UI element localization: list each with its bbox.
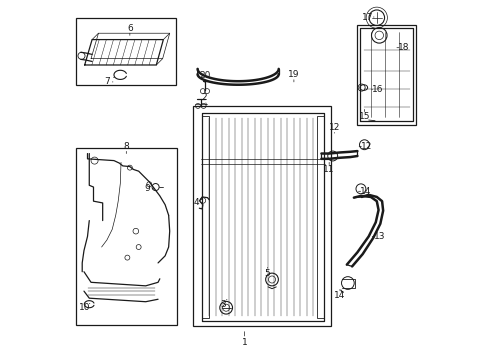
Text: 7: 7 — [104, 77, 110, 86]
Text: 18: 18 — [397, 43, 409, 52]
Text: 13: 13 — [373, 232, 384, 241]
Text: 5: 5 — [264, 269, 270, 278]
Bar — [76, 148, 177, 325]
Text: 16: 16 — [371, 85, 383, 94]
Text: 17: 17 — [362, 13, 373, 22]
Text: 14: 14 — [333, 291, 345, 300]
Bar — [202, 117, 209, 318]
Text: 4: 4 — [194, 198, 199, 207]
Text: 19: 19 — [287, 70, 299, 79]
Text: 15: 15 — [358, 112, 369, 121]
Text: 1: 1 — [241, 338, 247, 347]
Text: 2: 2 — [201, 93, 206, 102]
Bar — [76, 18, 175, 85]
Text: 12: 12 — [360, 142, 371, 151]
Text: 6: 6 — [127, 24, 132, 33]
Text: 11: 11 — [323, 165, 334, 174]
Bar — [357, 25, 415, 125]
Bar — [193, 106, 330, 327]
Text: 8: 8 — [123, 142, 129, 151]
Bar — [316, 117, 323, 318]
Text: 9: 9 — [144, 184, 150, 193]
Text: 14: 14 — [359, 187, 370, 196]
Text: 12: 12 — [328, 123, 340, 132]
Text: 10: 10 — [79, 302, 91, 311]
Text: 20: 20 — [199, 71, 210, 80]
Text: 3: 3 — [220, 300, 226, 309]
